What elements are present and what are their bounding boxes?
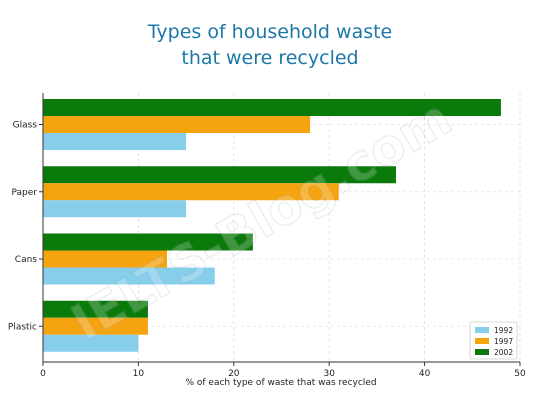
bar-glass-2002 xyxy=(43,99,501,116)
bar-glass-1992 xyxy=(43,133,187,150)
x-tick-label: 50 xyxy=(514,369,526,379)
bar-cans-1992 xyxy=(43,267,215,285)
y-axis-ticks: Glass Paper Cans Plastic xyxy=(8,121,43,332)
y-tick-label: Cans xyxy=(15,255,38,265)
x-tick-label: 30 xyxy=(323,369,335,379)
legend-label-2002: 2002 xyxy=(494,348,513,357)
legend-swatch-2002 xyxy=(475,349,489,355)
legend-label-1997: 1997 xyxy=(494,337,513,346)
bar-cans-1997 xyxy=(43,250,168,268)
y-tick-label: Plastic xyxy=(8,322,37,332)
x-tick-label: 40 xyxy=(419,369,431,379)
bar-paper-1997 xyxy=(43,183,339,201)
x-axis-label: % of each type of waste that was recycle… xyxy=(185,378,376,388)
x-tick-label: 0 xyxy=(40,369,46,379)
chart-title-line-2: that were recycled xyxy=(181,47,359,69)
bar-plastic-2002 xyxy=(43,300,148,318)
bar-paper-2002 xyxy=(43,166,396,184)
legend: 1992 1997 2002 xyxy=(469,321,518,360)
bar-paper-1992 xyxy=(43,200,187,218)
bar-cans-2002 xyxy=(43,233,253,251)
bar-plastic-1997 xyxy=(43,317,148,335)
x-tick-label: 10 xyxy=(133,369,145,379)
legend-label-1992: 1992 xyxy=(494,326,513,335)
legend-swatch-1992 xyxy=(475,327,489,333)
chart-title-line-1: Types of household waste xyxy=(147,21,393,43)
x-axis-ticks: 0 10 20 30 40 50 xyxy=(40,362,526,379)
bar-plastic-1992 xyxy=(43,334,139,352)
axes xyxy=(42,93,520,363)
y-tick-label: Glass xyxy=(13,121,38,131)
y-tick-label: Paper xyxy=(12,188,38,198)
bar-glass-1997 xyxy=(43,116,311,133)
bars xyxy=(43,99,501,352)
x-tick-label: 20 xyxy=(228,369,240,379)
legend-swatch-1997 xyxy=(475,338,489,344)
